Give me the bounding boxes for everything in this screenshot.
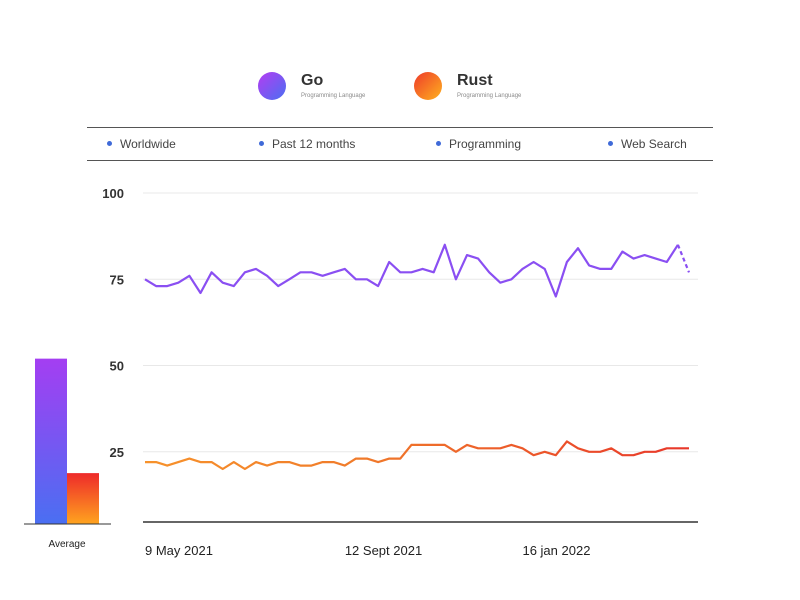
bullet-icon [608,141,613,147]
y-tick-label: 75 [110,272,124,287]
filter-category-label: Programming [449,137,522,151]
filter-search-type[interactable]: Web Search [608,137,687,151]
grid-lines [143,192,698,523]
filter-time-range-label: Past 12 months [272,137,356,151]
y-tick-label: 25 [110,445,124,460]
legend-go-subtitle: Programming Language [301,93,366,99]
series-line-go [144,243,679,298]
x-tick-label: 16 jan 2022 [522,543,590,558]
filter-category[interactable]: Programming [436,137,521,151]
bullet-icon [436,141,441,147]
filter-search-type-label: Web Search [621,137,687,151]
series-line-rust [145,440,689,471]
legend-go-name: Go [301,72,324,89]
filter-bar: Worldwide Past 12 months Programming Web… [87,127,713,161]
chart-legend: Go Programming Language Rust Programming… [0,68,800,108]
average-bar-rust [67,473,99,524]
y-tick-label: 50 [110,359,124,374]
y-tick-label: 100 [102,186,124,201]
y-axis: 25 50 75 100 [102,186,124,460]
x-axis: 9 May 2021 12 Sept 2021 16 jan 2022 [145,543,590,558]
average-bar-go [35,358,67,524]
go-legend-dot [258,72,286,100]
series-line-go-partial [676,244,691,273]
filter-worldwide-label: Worldwide [120,137,176,151]
x-tick-label: 12 Sept 2021 [345,543,422,558]
rust-legend-dot [414,72,442,100]
average-label: Average [48,539,86,550]
legend-rust-name: Rust [457,72,493,89]
legend-rust-subtitle: Programming Language [457,93,522,99]
filter-worldwide[interactable]: Worldwide [107,137,176,151]
series-lines [144,243,691,471]
bullet-icon [259,141,264,147]
x-tick-label: 9 May 2021 [145,543,213,558]
filter-time-range[interactable]: Past 12 months [259,137,355,151]
bullet-icon [107,141,112,147]
average-bar-chart: Average [24,358,111,550]
